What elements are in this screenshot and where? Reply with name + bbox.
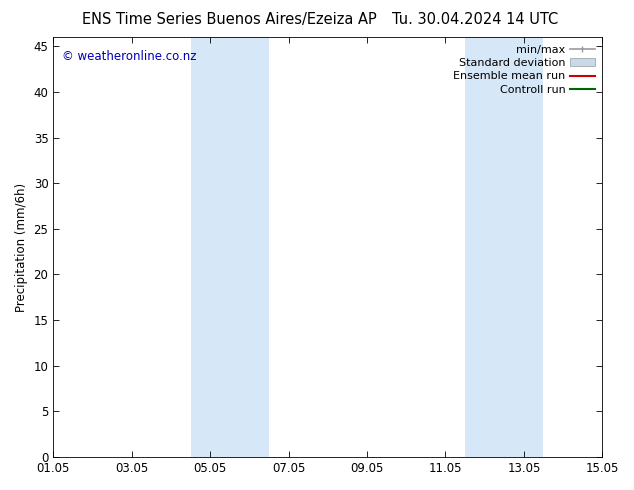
Legend: min/max, Standard deviation, Ensemble mean run, Controll run: min/max, Standard deviation, Ensemble me… [451, 43, 597, 97]
Text: © weatheronline.co.nz: © weatheronline.co.nz [61, 49, 196, 63]
Bar [465, 37, 543, 457]
Text: Tu. 30.04.2024 14 UTC: Tu. 30.04.2024 14 UTC [392, 12, 558, 27]
Text: ENS Time Series Buenos Aires/Ezeiza AP: ENS Time Series Buenos Aires/Ezeiza AP [82, 12, 377, 27]
Y-axis label: Precipitation (mm/6h): Precipitation (mm/6h) [15, 183, 28, 312]
Bar [191, 37, 269, 457]
